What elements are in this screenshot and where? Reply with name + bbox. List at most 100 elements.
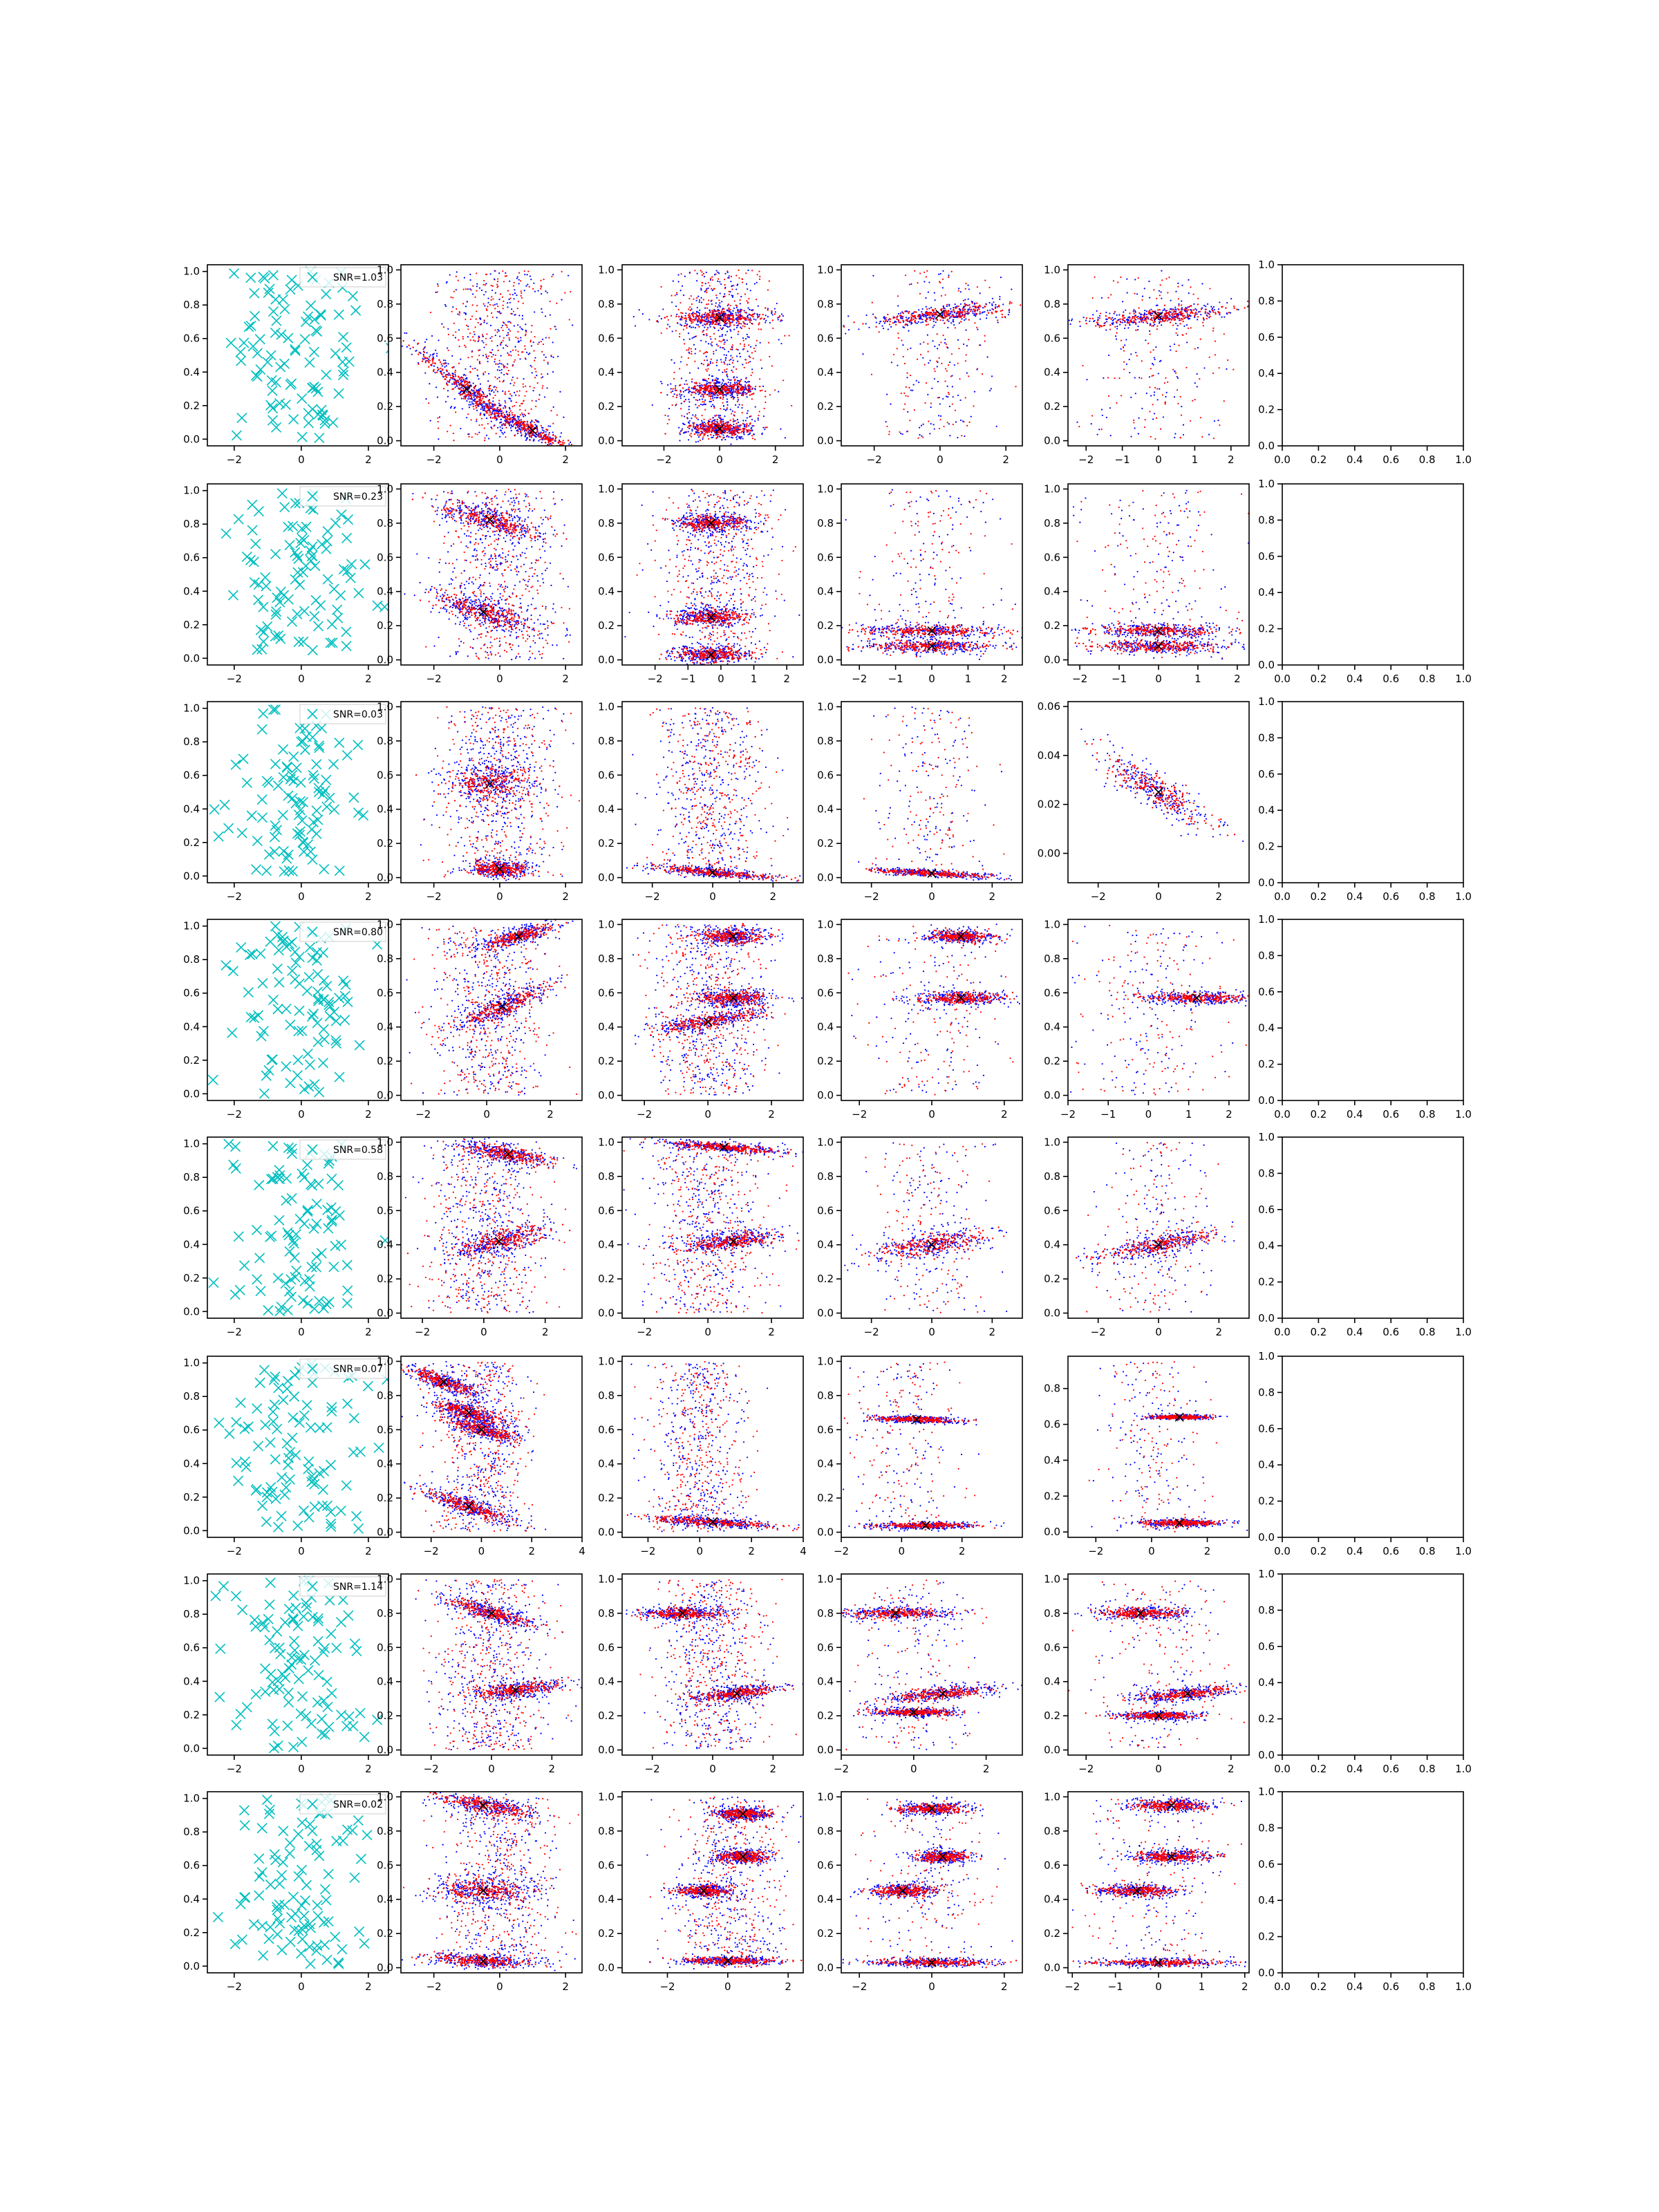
scatter-point xyxy=(923,315,925,317)
y-tick-label: 0.2 xyxy=(1044,400,1060,413)
scatter-point xyxy=(506,326,508,328)
input-point xyxy=(270,377,281,388)
scatter-point xyxy=(736,391,739,393)
scatter-point xyxy=(758,313,761,316)
scatter-point xyxy=(948,274,950,276)
scatter-point xyxy=(719,312,722,315)
scatter-point xyxy=(439,361,442,364)
scatter-point xyxy=(1147,342,1150,344)
scatter-point xyxy=(1125,339,1127,341)
scatter-point xyxy=(465,375,467,377)
scatter-point xyxy=(424,357,426,359)
scatter-point xyxy=(702,428,704,431)
scatter-point xyxy=(600,465,601,467)
scatter-point xyxy=(491,296,493,298)
scatter-point xyxy=(697,367,700,369)
scatter-point xyxy=(966,424,968,427)
scatter-point xyxy=(997,321,999,324)
scatter-point xyxy=(703,421,706,424)
scatter-point xyxy=(1170,299,1172,301)
scatter-point xyxy=(720,361,722,363)
scatter-point xyxy=(883,320,885,323)
scatter-point xyxy=(733,415,735,417)
scatter-point xyxy=(710,343,712,345)
scatter-point xyxy=(1000,276,1002,279)
scatter-point xyxy=(731,296,733,299)
scatter-point xyxy=(524,395,526,397)
scatter-point xyxy=(709,279,712,281)
scatter-point xyxy=(748,336,750,338)
scatter-point xyxy=(766,427,768,429)
scatter-point xyxy=(557,355,559,357)
scatter-point xyxy=(497,413,499,415)
scatter-point xyxy=(727,384,729,387)
scatter-point xyxy=(722,396,724,398)
scatter-point xyxy=(704,433,706,435)
scatter-point xyxy=(487,422,489,425)
scatter-point xyxy=(748,327,750,330)
scatter-point xyxy=(903,320,905,322)
scatter-point xyxy=(417,342,420,345)
scatter-point xyxy=(738,404,740,406)
scatter-point xyxy=(469,404,471,406)
scatter-point xyxy=(482,341,485,344)
scatter-point xyxy=(933,292,935,294)
scatter-point xyxy=(478,337,480,339)
scatter-point xyxy=(991,303,993,305)
scatter-point xyxy=(968,304,971,306)
scatter-point xyxy=(742,422,744,425)
scatter-point xyxy=(451,383,453,385)
scatter-point xyxy=(966,312,968,315)
scatter-point xyxy=(741,392,743,395)
scatter-point xyxy=(870,373,873,375)
scatter-point xyxy=(511,379,513,381)
scatter-point xyxy=(505,324,507,326)
scatter-point xyxy=(713,288,715,290)
scatter-point xyxy=(680,356,683,358)
scatter-point xyxy=(682,317,684,319)
scatter-point xyxy=(771,365,774,367)
scatter-point xyxy=(1145,339,1147,341)
y-tick-label: 0.0 xyxy=(1044,435,1060,447)
scatter-point xyxy=(752,309,754,311)
scatter-point xyxy=(973,313,975,315)
scatter-point xyxy=(679,324,682,326)
scatter-point xyxy=(938,281,941,283)
scatter-point xyxy=(988,286,991,288)
scatter-point xyxy=(727,404,729,406)
scatter-point xyxy=(1212,327,1215,329)
scatter-point xyxy=(909,319,911,322)
scatter-point xyxy=(514,419,516,421)
scatter-point xyxy=(689,309,691,312)
scatter-point xyxy=(730,391,733,393)
input-point xyxy=(270,294,281,305)
scatter-point xyxy=(712,429,715,431)
scatter-point xyxy=(508,328,510,330)
scatter-point xyxy=(702,272,704,275)
input-point xyxy=(314,432,325,444)
input-point xyxy=(285,379,296,391)
scatter-point xyxy=(702,316,704,318)
scatter-point xyxy=(524,409,527,411)
scatter-point xyxy=(735,274,738,276)
scatter-point xyxy=(967,298,969,300)
scatter-point xyxy=(526,420,529,423)
scatter-point xyxy=(1036,387,1038,388)
scatter-point xyxy=(444,366,446,368)
scatter-point xyxy=(700,391,702,394)
scatter-point xyxy=(731,344,733,346)
scatter-point xyxy=(747,269,749,272)
scatter-point xyxy=(952,320,954,323)
scatter-point xyxy=(681,285,684,287)
scatter-point xyxy=(927,343,929,345)
scatter-point xyxy=(918,427,921,429)
scatter-point xyxy=(701,274,703,276)
scatter-point xyxy=(1148,376,1151,378)
scatter-point xyxy=(480,389,482,391)
scatter-point xyxy=(700,389,702,391)
scatter-point xyxy=(482,413,485,415)
scatter-point xyxy=(433,353,435,355)
scatter-point xyxy=(697,434,699,436)
scatter-point xyxy=(678,427,680,429)
scatter-point xyxy=(953,307,955,309)
